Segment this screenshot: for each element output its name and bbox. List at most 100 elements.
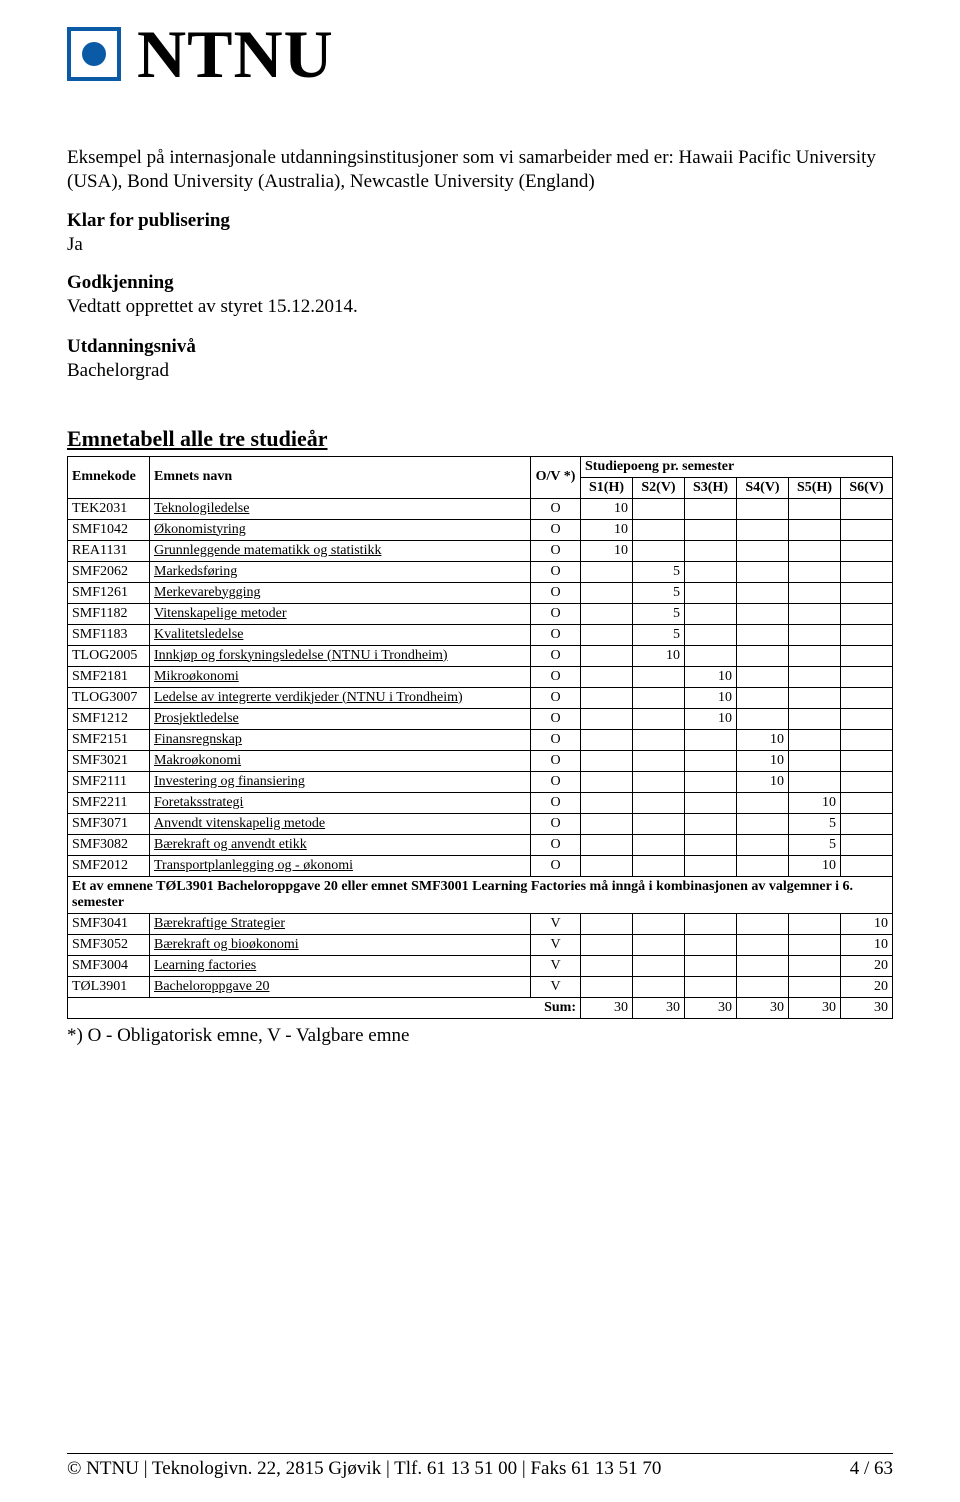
course-sp-s4: 10 [737,729,789,750]
course-code: SMF2181 [68,666,150,687]
course-link[interactable]: Grunnleggende matematikk og statistikk [154,543,381,558]
course-name-cell: Bærekraftige Strategier [150,913,531,934]
course-sp-s3 [685,519,737,540]
course-sp-s1 [581,729,633,750]
course-ov: V [531,934,581,955]
course-sp-s5 [789,976,841,997]
th-sp: Studiepoeng pr. semester [581,456,893,477]
course-link[interactable]: Transportplanlegging og - økonomi [154,858,353,873]
course-link[interactable]: Teknologiledelse [154,501,249,516]
course-link[interactable]: Kvalitetsledelse [154,627,243,642]
course-sp-s4 [737,687,789,708]
course-sp-s1: 10 [581,540,633,561]
course-link[interactable]: Merkevarebygging [154,585,261,600]
course-code: TLOG3007 [68,687,150,708]
sum-s5: 30 [789,997,841,1018]
course-name-cell: Anvendt vitenskapelig metode [150,813,531,834]
table-row: SMF1042ØkonomistyringO10 [68,519,893,540]
course-link[interactable]: Mikroøkonomi [154,669,239,684]
course-sp-s6: 20 [841,976,893,997]
course-sp-s2 [633,519,685,540]
course-sp-s6 [841,645,893,666]
table-row: REA1131Grunnleggende matematikk og stati… [68,540,893,561]
table-row: SMF3004Learning factoriesV20 [68,955,893,976]
course-ov: O [531,855,581,876]
course-sp-s3 [685,792,737,813]
course-sp-s3 [685,855,737,876]
course-name-cell: Bærekraft og bioøkonomi [150,934,531,955]
course-sp-s5 [789,645,841,666]
course-link[interactable]: Learning factories [154,958,256,973]
table-legend: *) O - Obligatorisk emne, V - Valgbare e… [67,1025,893,1047]
th-sem-1: S1(H) [581,477,633,498]
course-sp-s2 [633,955,685,976]
table-row: SMF3082Bærekraft og anvendt etikkO5 [68,834,893,855]
sum-label: Sum: [68,997,581,1018]
course-sp-s6 [841,498,893,519]
course-link[interactable]: Bacheloroppgave 20 [154,979,269,994]
course-name-cell: Learning factories [150,955,531,976]
course-sp-s6 [841,666,893,687]
course-sp-s2 [633,729,685,750]
logo: NTNU [67,20,893,88]
course-link[interactable]: Bærekraft og bioøkonomi [154,937,299,952]
course-ov: O [531,582,581,603]
course-sp-s3 [685,729,737,750]
course-code: SMF3082 [68,834,150,855]
course-sp-s1 [581,955,633,976]
course-sp-s6: 10 [841,934,893,955]
course-sp-s6 [841,687,893,708]
course-code: SMF2012 [68,855,150,876]
ntnu-logo-icon [67,27,121,81]
sum-s4: 30 [737,997,789,1018]
course-link[interactable]: Ledelse av integrerte verdikjeder (NTNU … [154,690,463,705]
table-row: TØL3901Bacheloroppgave 20V20 [68,976,893,997]
course-sp-s6 [841,582,893,603]
course-sp-s3: 10 [685,666,737,687]
course-link[interactable]: Makroøkonomi [154,753,241,768]
course-link[interactable]: Vitenskapelige metoder [154,606,287,621]
course-link[interactable]: Foretaksstrategi [154,795,243,810]
course-sp-s3 [685,561,737,582]
course-ov: O [531,771,581,792]
course-name-cell: Teknologiledelse [150,498,531,519]
course-link[interactable]: Finansregnskap [154,732,242,747]
sum-s2: 30 [633,997,685,1018]
course-code: SMF2211 [68,792,150,813]
course-name-cell: Kvalitetsledelse [150,624,531,645]
table-row: SMF2181 Mikroøkonomi O 10 [68,666,893,687]
course-sp-s4 [737,603,789,624]
course-link[interactable]: Markedsføring [154,564,237,579]
course-link[interactable]: Bærekraft og anvendt etikk [154,837,307,852]
course-link[interactable]: Bærekraftige Strategier [154,916,285,931]
course-sp-s4 [737,834,789,855]
course-code: SMF3071 [68,813,150,834]
course-sp-s4 [737,855,789,876]
table-row: SMF2062MarkedsføringO5 [68,561,893,582]
course-sp-s2: 10 [633,645,685,666]
course-sp-s4 [737,519,789,540]
course-link[interactable]: Anvendt vitenskapelig metode [154,816,325,831]
course-sp-s5 [789,624,841,645]
level-label: Utdanningsnivå [67,336,893,358]
course-sp-s4 [737,582,789,603]
course-code: SMF1182 [68,603,150,624]
course-sp-s3 [685,750,737,771]
course-ov: O [531,561,581,582]
course-sp-s6 [841,750,893,771]
course-sp-s4 [737,561,789,582]
course-link[interactable]: Økonomistyring [154,522,246,537]
course-sp-s6 [841,708,893,729]
course-link[interactable]: Prosjektledelse [154,711,239,726]
course-sp-s2: 5 [633,624,685,645]
course-ov: O [531,666,581,687]
course-sp-s6: 20 [841,955,893,976]
course-link[interactable]: Investering og finansiering [154,774,305,789]
course-sp-s3 [685,934,737,955]
course-sp-s4 [737,813,789,834]
course-link[interactable]: Innkjøp og forskyningsledelse (NTNU i Tr… [154,648,448,663]
course-sp-s6 [841,813,893,834]
th-sem-4: S4(V) [737,477,789,498]
course-code: SMF1212 [68,708,150,729]
course-ov: O [531,729,581,750]
